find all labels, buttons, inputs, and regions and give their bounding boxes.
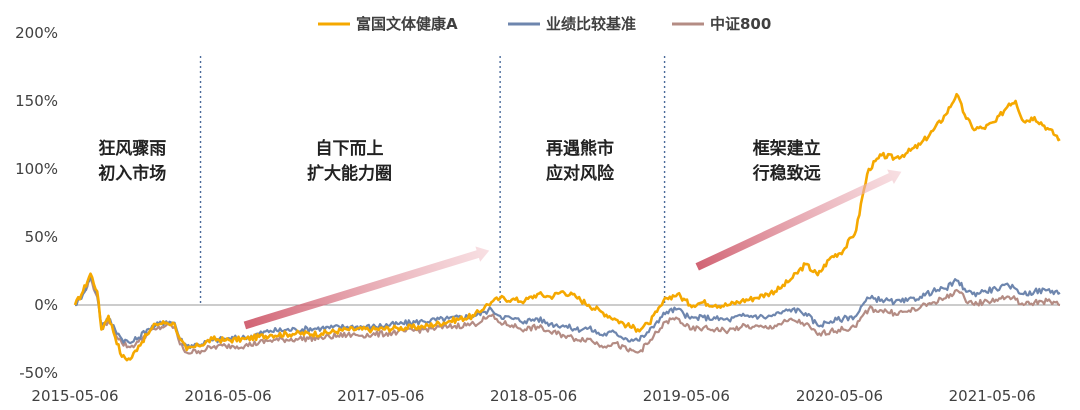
phase-annotation: 初入市场: [98, 163, 166, 184]
trend-arrow-shape: [695, 169, 902, 271]
y-tick-label: 100%: [15, 160, 58, 178]
y-tick-label: 0%: [34, 296, 58, 314]
y-tick-label: -50%: [19, 364, 58, 382]
phase-annotation: 应对风险: [546, 163, 615, 184]
y-tick-label: 150%: [15, 92, 58, 110]
legend-label: 中证800: [710, 15, 771, 33]
trend-arrow: [243, 246, 490, 330]
trend-arrow-shape: [243, 246, 490, 330]
x-tick-label: 2019-05-06: [643, 387, 730, 405]
x-tick-label: 2021-05-06: [949, 387, 1036, 405]
legend: 富国文体健康A 业绩比较基准 中证800: [318, 15, 771, 33]
legend-label: 业绩比较基准: [546, 15, 636, 33]
series-line: [73, 92, 1061, 362]
x-tick-label: 2017-05-06: [337, 387, 424, 405]
y-tick-label: 50%: [25, 228, 58, 246]
axis-layer: -50% 0% 50% 100% 150% 200% 2015-05-06 2016-05-0…: [15, 24, 1060, 405]
phase-annotation: 再遇熊市: [546, 138, 614, 159]
legend-label: 富国文体健康A: [356, 15, 458, 33]
series-layer: [73, 92, 1061, 362]
y-tick-label: 200%: [15, 24, 58, 42]
x-tick-label: 2015-05-06: [31, 387, 118, 405]
x-tick-label: 2020-05-06: [796, 387, 883, 405]
x-tick-label: 2018-05-06: [490, 387, 577, 405]
phase-annotation: 扩大能力圈: [307, 163, 392, 184]
phase-annotation: 自下而上: [315, 138, 383, 159]
arrow-layer: [243, 169, 902, 330]
series-line: [74, 276, 1061, 355]
x-tick-label: 2016-05-06: [185, 387, 272, 405]
trend-arrow: [695, 169, 902, 271]
phase-annotation: 框架建立: [753, 138, 821, 159]
phase-divider-layer: [199, 56, 666, 305]
phase-annotation: 狂风骤雨: [98, 139, 166, 159]
phase-annotation: 行稳致远: [752, 163, 821, 184]
